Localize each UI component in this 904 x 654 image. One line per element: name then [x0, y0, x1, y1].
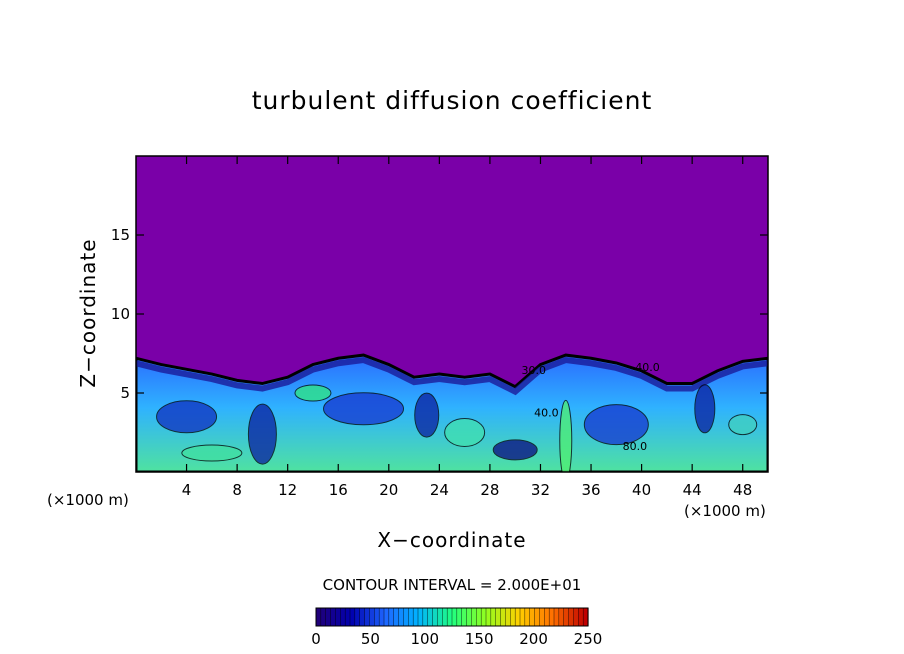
y-axis-label: Z−coordinate: [76, 238, 100, 388]
eddy: [583, 404, 649, 446]
contour-label: 40.0: [534, 407, 559, 420]
y-tick-label: 10: [111, 305, 130, 323]
layer-top-band: [136, 357, 768, 396]
eddy: [294, 384, 332, 402]
x-tick-label: 24: [430, 481, 449, 499]
eddy: [156, 400, 218, 434]
eddy: [444, 418, 486, 447]
x-tick-label: 20: [379, 481, 398, 499]
contour-label: 80.0: [623, 440, 648, 453]
contour-interval-label: CONTOUR INTERVAL = 2.000E+01: [322, 576, 582, 594]
eddy: [694, 384, 716, 434]
eddy: [247, 403, 277, 465]
eddy: [181, 444, 243, 462]
contour-label: 30.0: [522, 364, 547, 377]
y-axis-unit: (×1000 m): [47, 491, 129, 509]
x-tick-label: 32: [531, 481, 550, 499]
x-tick-label: 36: [581, 481, 600, 499]
eddy: [492, 439, 538, 461]
eddy: [559, 399, 573, 472]
chart-title: turbulent diffusion coefficient: [251, 86, 653, 115]
x-axis-label: X−coordinate: [377, 528, 527, 552]
x-axis-unit: (×1000 m): [684, 502, 766, 520]
x-tick-label: 40: [632, 481, 651, 499]
x-tick-label: 4: [182, 481, 192, 499]
eddy: [728, 414, 758, 436]
eddy: [414, 392, 440, 438]
contour-label: 40.0: [635, 361, 660, 374]
x-tick-label: 44: [683, 481, 702, 499]
y-tick-label: 5: [120, 384, 130, 402]
y-tick-label: 15: [111, 226, 130, 244]
x-tick-label: 48: [733, 481, 752, 499]
x-tick-label: 8: [232, 481, 242, 499]
eddy: [323, 392, 405, 426]
x-tick-label: 28: [480, 481, 499, 499]
x-tick-label: 16: [329, 481, 348, 499]
x-tick-label: 12: [278, 481, 297, 499]
